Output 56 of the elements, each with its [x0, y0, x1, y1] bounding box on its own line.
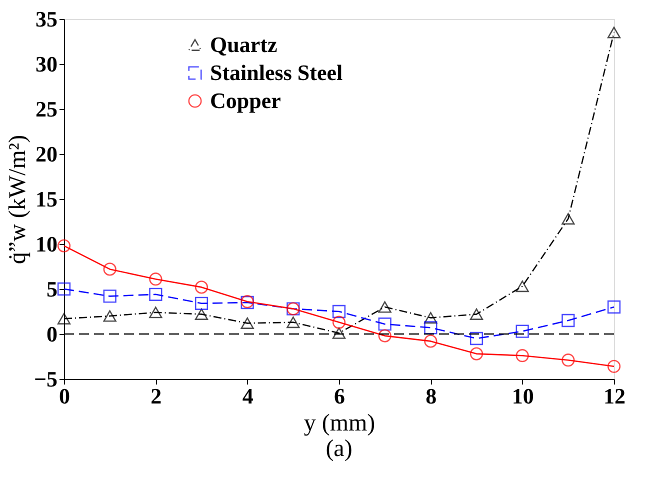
point — [562, 314, 575, 328]
point — [286, 316, 300, 328]
x-tick-label: 6 — [334, 384, 345, 408]
x-tick-label: 12 — [604, 384, 626, 408]
y-tick-label: 5 — [46, 276, 58, 302]
point — [103, 290, 116, 303]
text: (a) — [326, 436, 352, 462]
point — [378, 329, 392, 342]
point — [57, 312, 71, 324]
y-tick-label: −5 — [34, 366, 58, 392]
point — [194, 308, 208, 320]
point — [332, 304, 346, 318]
point — [240, 317, 254, 329]
y-tick-label: 15 — [36, 186, 58, 212]
point — [607, 300, 621, 314]
point — [424, 334, 438, 348]
x-axis-title: y (mm) — [304, 410, 376, 436]
x-tick-label: 2 — [150, 384, 162, 408]
y-tick-label: 30 — [36, 52, 58, 76]
point — [378, 301, 392, 313]
legend-label: Quartz — [210, 32, 278, 57]
x-tick-label: 8 — [426, 384, 437, 408]
point — [607, 360, 621, 373]
point — [149, 272, 162, 286]
point — [194, 296, 208, 310]
y-tick-label: 0 — [46, 322, 58, 346]
x-tick-label: 4 — [242, 384, 254, 408]
point — [378, 318, 392, 331]
point — [57, 282, 71, 296]
point — [424, 321, 438, 334]
y-axis-title: q̇”w (kW/m²) — [4, 134, 31, 264]
y-tick-label: 25 — [36, 96, 58, 122]
point — [332, 316, 346, 329]
point — [103, 262, 116, 276]
point — [332, 327, 346, 339]
point — [149, 288, 162, 301]
y-tick-label: 35 — [36, 6, 58, 32]
point — [516, 324, 529, 338]
point — [470, 332, 484, 346]
point — [470, 347, 484, 360]
point — [194, 280, 208, 294]
point — [424, 312, 438, 324]
x-tick-label: 10 — [512, 384, 534, 408]
point — [149, 306, 162, 318]
point — [562, 213, 575, 225]
point — [607, 26, 621, 38]
legend-label: Copper — [210, 88, 282, 113]
point — [103, 310, 116, 322]
point — [57, 239, 71, 252]
point — [516, 280, 529, 292]
y-tick-label: 10 — [36, 232, 58, 256]
point — [562, 354, 575, 367]
legend-label: Stainless Steel — [210, 60, 343, 85]
point — [516, 349, 529, 362]
point — [470, 308, 484, 320]
y-tick-label: 20 — [36, 142, 58, 166]
